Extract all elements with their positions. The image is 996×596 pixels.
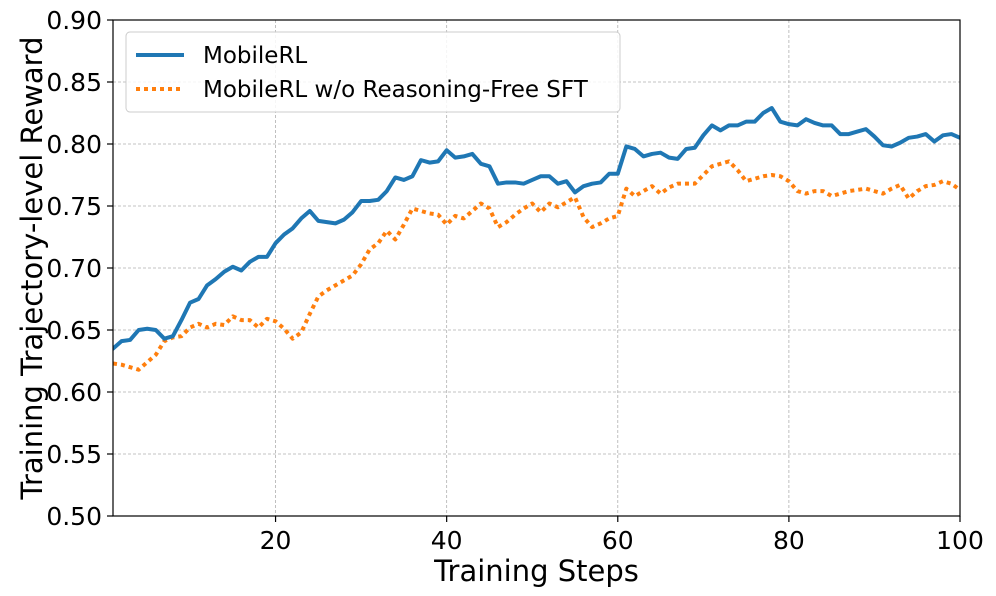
legend-box [125,31,621,113]
x-tick-label: 80 [773,526,805,555]
series-line-mobilerl-wo-sft [113,159,960,372]
y-tick-label: 0.50 [46,502,102,531]
y-axis-title: Training Trajectory-level Reward [15,37,49,501]
legend: MobileRL MobileRL w/o Reasoning-Free SFT [125,31,621,113]
y-tick-label: 0.60 [46,378,102,407]
y-tick-label: 0.65 [46,316,102,345]
x-axis-title: Training Steps [433,554,639,588]
y-tick-label: 0.90 [46,6,102,35]
x-tick-label: 40 [431,526,463,555]
series-layer [113,106,960,372]
y-tick-label: 0.80 [46,130,102,159]
legend-label-mobilerl-wo-sft: MobileRL w/o Reasoning-Free SFT [203,77,589,103]
x-tick-label: 100 [936,526,984,555]
y-tick-label: 0.85 [46,68,102,97]
series-line-mobilerl [113,106,960,351]
y-tick-label: 0.75 [46,192,102,221]
x-tick-label: 20 [260,526,292,555]
legend-label-mobilerl: MobileRL [203,43,307,69]
y-tick-label: 0.70 [46,254,102,283]
y-tick-label: 0.55 [46,440,102,469]
x-tick-label: 60 [602,526,634,555]
tick-layer: 20 40 60 80 100 0.50 0.55 0.60 0.65 0.70 0.75 0.80 0… [46,6,984,555]
